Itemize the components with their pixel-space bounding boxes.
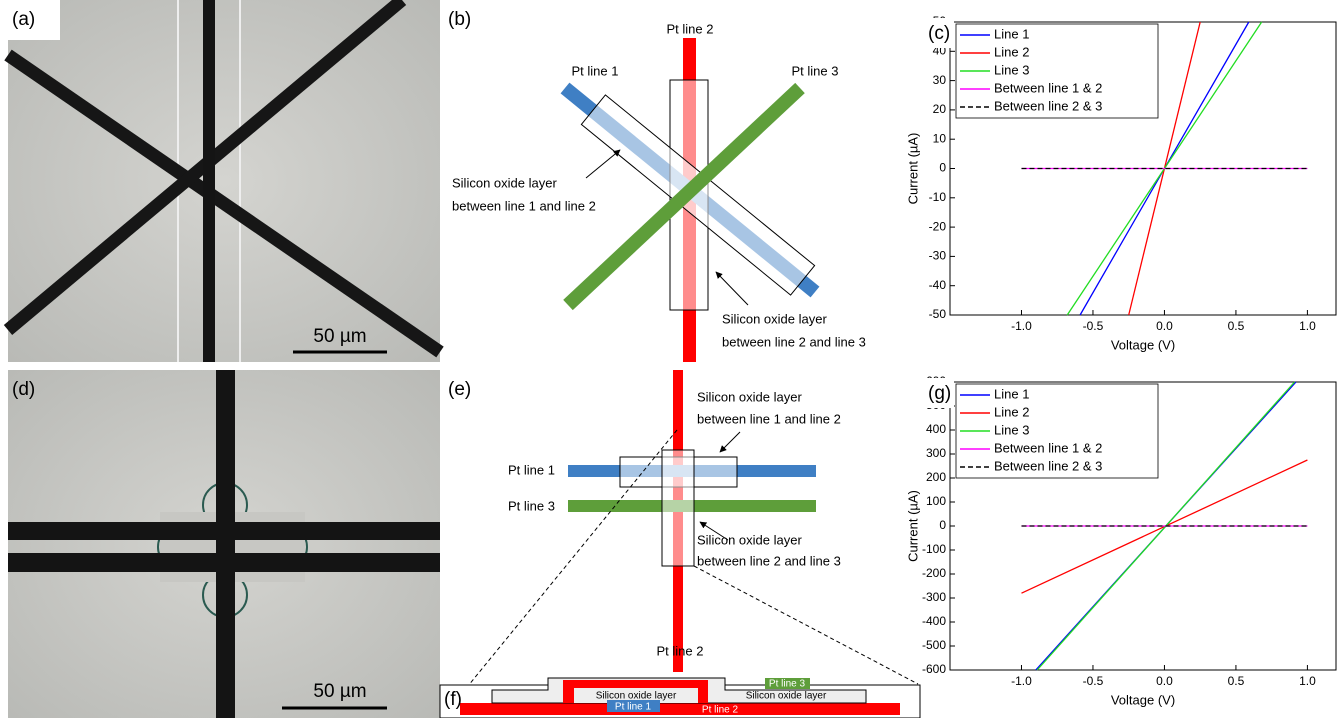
panel-label: (b)	[448, 9, 471, 30]
annotation: Silicon oxide layer	[722, 311, 827, 326]
panel-label: (f)	[444, 689, 462, 710]
line-label: Pt line 3	[769, 679, 806, 690]
x-tick-label: -1.0	[1011, 674, 1032, 688]
x-tick-label: -0.5	[1083, 674, 1104, 688]
x-tick-label: 0.5	[1228, 674, 1245, 688]
y-tick-label: -10	[929, 190, 947, 204]
y-tick-label: 400	[926, 422, 946, 436]
line-label: Pt line 3	[792, 63, 839, 78]
panel-label: (a)	[12, 9, 35, 30]
line-label: Pt line 2	[657, 643, 704, 658]
annotation: between line 2 and line 3	[697, 553, 841, 568]
panel-label: (e)	[448, 379, 471, 400]
y-tick-label: 300	[926, 446, 946, 460]
figure: (a) 50 µm (d) 50 µm (b) Pt line 2 Pt lin…	[0, 0, 1339, 718]
y-tick-label: 0	[939, 161, 946, 175]
panel-label: (c)	[928, 23, 950, 44]
annotation: Silicon oxide layer	[452, 175, 557, 190]
panel-label: (d)	[12, 379, 35, 400]
legend-label: Between line 2 & 3	[994, 458, 1102, 473]
x-tick-label: 1.0	[1299, 319, 1316, 333]
legend-label: Between line 2 & 3	[994, 98, 1102, 113]
y-tick-label: -200	[922, 566, 946, 580]
legend-label: Line 1	[994, 386, 1029, 401]
y-tick-label: 30	[933, 73, 947, 87]
y-tick-label: -600	[922, 662, 946, 676]
x-tick-label: 0.0	[1156, 319, 1173, 333]
x-tick-label: -0.5	[1083, 319, 1104, 333]
line-label: Pt line 2	[667, 21, 714, 36]
annotation: between line 1 and line 2	[452, 198, 596, 213]
line-label: Pt line 1	[615, 702, 652, 713]
y-axis-label: Current (µA)	[905, 490, 920, 562]
annotation: between line 1 and line 2	[697, 411, 841, 426]
scale-bar-label: 50 µm	[313, 326, 366, 347]
legend-label: Between line 1 & 2	[994, 80, 1102, 95]
panel-label: (g)	[928, 383, 951, 404]
line-label: Pt line 1	[508, 462, 555, 477]
y-tick-label: 10	[933, 131, 947, 145]
micrograph-d: (d) 50 µm	[8, 370, 440, 718]
y-tick-label: -500	[922, 638, 946, 652]
legend-label: Line 3	[994, 422, 1029, 437]
annotation: between line 2 and line 3	[722, 334, 866, 349]
y-tick-label: 100	[926, 494, 946, 508]
scale-bar-label: 50 µm	[313, 681, 366, 702]
y-tick-label: 20	[933, 102, 947, 116]
legend-label: Between line 1 & 2	[994, 440, 1102, 455]
line-label: Pt line 1	[572, 63, 619, 78]
legend-label: Line 2	[994, 44, 1029, 59]
y-tick-label: -30	[929, 249, 947, 263]
diagram-f: (f) Silicon oxide layer Silicon oxide la…	[440, 678, 920, 718]
page: { "panel_a": {"label": "(a)", "scale_bar…	[0, 0, 1339, 718]
x-tick-label: 1.0	[1299, 674, 1316, 688]
annotation: Silicon oxide layer	[697, 389, 802, 404]
y-tick-label: -100	[922, 542, 946, 556]
micrograph-a: (a) 50 µm	[8, 0, 440, 362]
x-tick-label: 0.5	[1228, 319, 1245, 333]
x-tick-label: 0.0	[1156, 674, 1173, 688]
y-tick-label: -50	[929, 307, 947, 321]
y-tick-label: -400	[922, 614, 946, 628]
diagram-b: (b) Pt line 2 Pt line 1 Pt line 3 Silico…	[448, 9, 866, 362]
annotation: Silicon oxide layer	[596, 691, 677, 702]
y-tick-label: -40	[929, 278, 947, 292]
y-tick-label: 0	[939, 518, 946, 532]
y-tick-label: -300	[922, 590, 946, 604]
y-tick-label: 200	[926, 470, 946, 484]
legend-label: Line 1	[994, 26, 1029, 41]
line-label: Pt line 2	[702, 705, 739, 716]
annotation: Silicon oxide layer	[746, 691, 827, 702]
x-axis-label: Voltage (V)	[1111, 337, 1175, 352]
diagram-e: (e) Pt line 1 Pt line 3 Pt line 2 Silico…	[448, 370, 918, 708]
legend-label: Line 2	[994, 404, 1029, 419]
x-tick-label: -1.0	[1011, 319, 1032, 333]
y-axis-label: Current (µA)	[905, 133, 920, 205]
x-axis-label: Voltage (V)	[1111, 692, 1175, 707]
annotation: Silicon oxide layer	[697, 532, 802, 547]
line-label: Pt line 3	[508, 498, 555, 513]
legend-label: Line 3	[994, 62, 1029, 77]
y-tick-label: -20	[929, 219, 947, 233]
